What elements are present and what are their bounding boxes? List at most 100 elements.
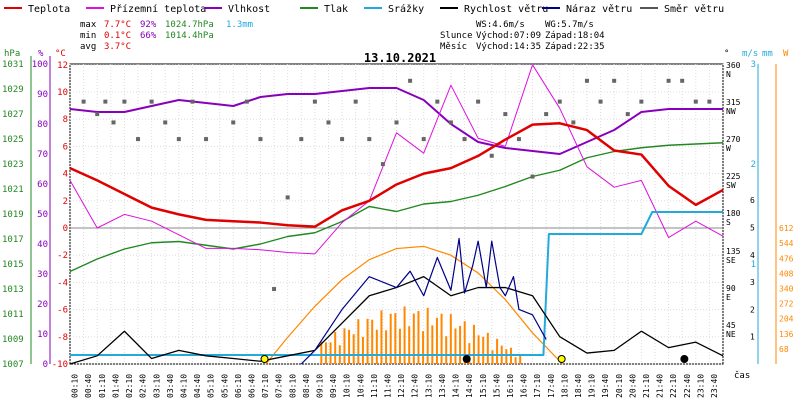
moonset-marker (680, 355, 689, 363)
wind-direction-point (81, 99, 86, 104)
solar-bar (394, 313, 397, 364)
legend-label: Náraz větru (566, 3, 632, 15)
x-tick: 02:40 (139, 374, 148, 398)
solar-bar (389, 313, 392, 364)
x-tick: 21:40 (656, 374, 665, 398)
x-tick: 21:10 (642, 374, 651, 398)
x-tick: 20:40 (628, 374, 637, 398)
legend-label: Přízemní teplota (110, 3, 206, 15)
wind-direction-point (639, 99, 644, 104)
w-tick: 272 (779, 300, 794, 309)
degc-tick: -2 (57, 251, 68, 261)
solar-bar (412, 313, 415, 364)
x-tick: 06:10 (234, 374, 243, 398)
wind-direction-point (367, 137, 372, 142)
wind-tick: 5 (750, 224, 755, 233)
x-axis: 00:10 00:40 01:10 01:40 02:10 02:40 03:10 03:40… (71, 370, 751, 398)
x-tick: 15:40 (492, 374, 501, 398)
solar-bar (361, 336, 364, 364)
x-tick: 22:40 (683, 374, 692, 398)
x-tick: 22:10 (669, 374, 678, 398)
wind-direction-point (448, 120, 453, 125)
pct-tick: 30 (37, 270, 48, 280)
x-tick: 18:40 (574, 374, 583, 398)
x-tick: 10:40 (356, 374, 365, 398)
x-tick: 00:10 (71, 374, 80, 398)
legend-label: Rychlost větru (464, 3, 548, 15)
x-tick: 00:40 (84, 374, 93, 398)
w-tick: 136 (779, 330, 794, 339)
mm-unit: mm (762, 49, 773, 59)
pct-tick: 90 (37, 90, 48, 100)
wind-direction-point (489, 153, 494, 158)
wind-tick: 2 (750, 305, 755, 314)
dir-tick: 90 (726, 284, 736, 293)
wind-direction-point (95, 112, 100, 117)
x-tick: 14:40 (465, 374, 474, 398)
wind-direction-point (204, 137, 209, 142)
wind-direction-point (103, 99, 108, 104)
dir-tick: SE (726, 256, 736, 265)
wind-direction-point (136, 137, 141, 142)
dir-tick: 180 (726, 209, 741, 218)
x-tick: 09:10 (316, 374, 325, 398)
degc-tick: 0 (63, 224, 68, 234)
wind-direction-point (353, 99, 358, 104)
wind-tick: 4 (750, 251, 755, 260)
stats-wg: WG:5.7m/s (545, 20, 594, 30)
pct-unit: % (38, 49, 44, 59)
x-tick: 16:40 (520, 374, 529, 398)
wind-direction-point (176, 137, 181, 142)
wind-direction-point (584, 78, 589, 83)
hpa-tick: 1007 (2, 360, 24, 370)
wind-direction-point (326, 120, 331, 125)
axes: hPa% °C1031102910271025102310211019101710… (2, 49, 794, 370)
solar-bar (320, 341, 323, 364)
x-tick: 07:40 (275, 374, 284, 398)
sunset-marker (557, 355, 566, 363)
hpa-tick: 1031 (2, 60, 24, 70)
dir-tick: N (726, 70, 731, 79)
stats-pressure: 1014.4hPa (165, 31, 214, 41)
solar-bar (343, 328, 346, 364)
dir-tick: 45 (726, 321, 736, 330)
solar-bar (449, 314, 452, 364)
stats-sun-label: Slunce (440, 31, 473, 41)
hpa-tick: 1013 (2, 285, 24, 295)
degc-tick: 8 (63, 115, 68, 125)
ground-temperature-line (69, 64, 724, 255)
solar-bar (445, 336, 448, 364)
hpa-tick: 1021 (2, 185, 24, 195)
hpa-tick: 1009 (2, 335, 24, 345)
stats-humidity: 92% (140, 20, 157, 30)
solar-bar (491, 350, 494, 364)
x-tick: 03:10 (152, 374, 161, 398)
hpa-tick: 1023 (2, 160, 24, 170)
stats-temp: 3.7°C (104, 42, 131, 52)
x-tick: 08:40 (302, 374, 311, 398)
x-tick: 20:10 (615, 374, 624, 398)
x-tick: 15:10 (479, 374, 488, 398)
degc-tick: 10 (57, 88, 68, 98)
wind-direction-point (625, 112, 630, 117)
x-tick: 19:10 (588, 374, 597, 398)
legend: Teplota Přízemní teplota Vlhkost Tlak Srážky… (4, 3, 724, 15)
wind-direction-point (476, 99, 481, 104)
solar-bar (357, 319, 360, 364)
solar-bar (408, 326, 411, 364)
w-tick: 340 (779, 285, 794, 294)
x-tick: 11:10 (370, 374, 379, 398)
w-tick: 544 (779, 239, 794, 248)
solar-bar (380, 310, 383, 364)
wind-direction-point (111, 120, 116, 125)
solar-bar (398, 328, 401, 364)
solar-bar (459, 325, 462, 364)
x-tick: 04:40 (193, 374, 202, 398)
solar-bar (348, 329, 351, 364)
x-tick: 19:40 (601, 374, 610, 398)
legend-label: Vlhkost (228, 4, 270, 15)
solar-bar (496, 338, 499, 364)
ms-tick: 3 (751, 60, 756, 70)
x-tick: 13:10 (424, 374, 433, 398)
